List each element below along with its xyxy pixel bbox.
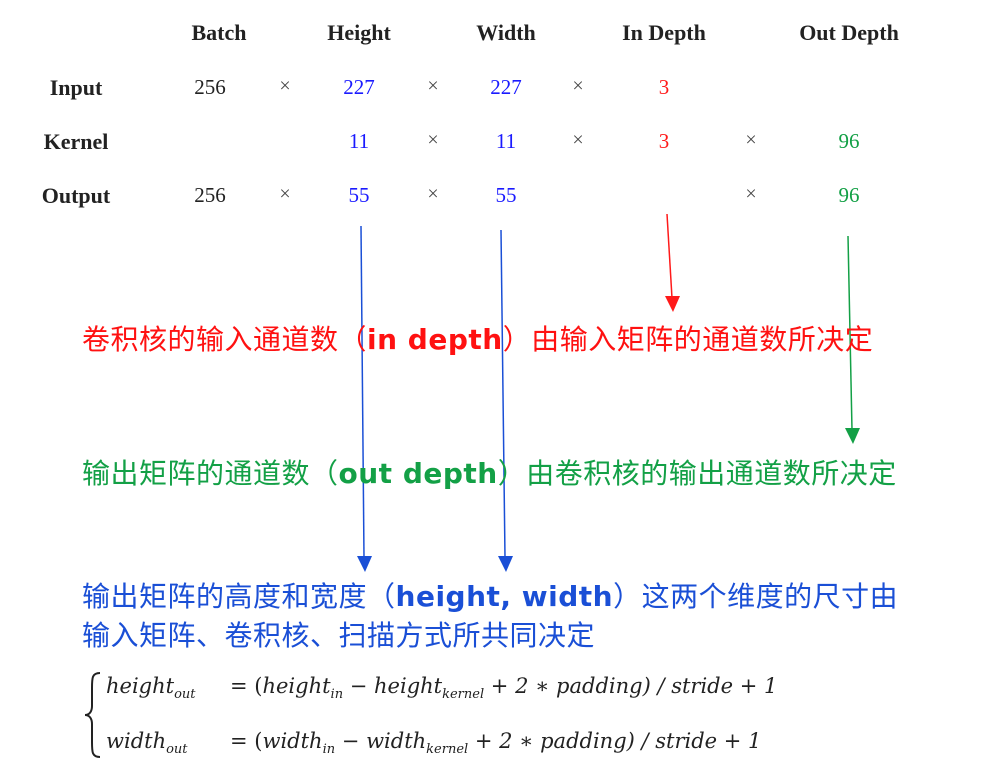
times-sign: × [279,75,291,97]
kernel-out-depth: 96 [838,129,860,153]
row-label-input: Input [49,75,103,100]
left-brace [84,672,101,758]
kernel-in-depth: 3 [658,129,670,153]
input-batch: 256 [194,75,226,99]
formula-width-b: width [366,729,427,753]
kernel-width: 11 [495,129,517,153]
output-out-depth: 96 [838,183,860,207]
blue-arrow-height-head [357,556,372,572]
header-out-depth: Out Depth [799,20,899,45]
formula-width-lhs: width [106,729,167,753]
output-width: 55 [495,183,517,207]
header-width: Width [476,20,536,45]
formula-width-eq: = ( [230,729,263,753]
formula-height-a: height [262,674,331,698]
times-sign: × [427,129,439,151]
row-label-kernel: Kernel [43,129,109,154]
times-sign: × [745,129,757,151]
caption-in-depth-suffix: ）由输入矩阵的通道数所决定 [502,323,874,356]
times-sign: × [427,75,439,97]
times-sign: × [279,183,291,205]
caption-out-depth-suffix: ）由卷积核的输出通道数所决定 [497,457,897,490]
formula-height-rhs: = (heightin − heightkernel + 2 ∗ padding… [230,674,777,702]
caption-in-depth: 卷积核的输入通道数（in depth）由输入矩阵的通道数所决定 [82,318,873,358]
blue-arrow-width-head [498,556,513,572]
formula-height: heightout [106,674,196,702]
output-height: 55 [348,183,370,207]
caption-in-depth-term: in depth [367,323,503,356]
caption-hw-suffix: ）这两个维度的尺寸由 [613,580,899,613]
green-arrow-head [845,428,860,444]
times-sign: × [572,75,584,97]
input-in-depth: 3 [658,75,670,99]
formula-width-rest: + 2 ∗ padding) / stride + 1 [468,729,762,753]
formula-width: widthout [106,729,188,757]
formula-height-lhs: height [106,674,175,698]
input-width: 227 [490,75,522,99]
times-sign: × [572,129,584,151]
times-sign: × [427,183,439,205]
kernel-height: 11 [348,129,370,153]
caption-hw-line1: 输出矩阵的高度和宽度（height, width）这两个维度的尺寸由 [82,575,898,615]
formula-width-minus: − [335,729,367,753]
formula-width-lhs-sub: out [166,742,188,758]
green-arrow-line [847,235,853,431]
row-label-output: Output [41,183,111,208]
blue-arrow-height-line [360,225,365,559]
formula-width-a-sub: in [322,742,336,758]
formula-height-rest: + 2 ∗ padding) / stride + 1 [484,674,778,698]
formula-width-rhs: = (widthin − widthkernel + 2 ∗ padding) … [230,729,761,757]
caption-hw-term: height, width [395,580,614,613]
caption-hw-line2: 输入矩阵、卷积核、扫描方式所共同决定 [82,619,596,652]
caption-out-depth-term: out depth [338,457,498,490]
red-arrow-line [666,213,673,299]
caption-out-depth: 输出矩阵的通道数（out depth）由卷积核的输出通道数所决定 [82,452,897,492]
output-batch: 256 [194,183,226,207]
blue-arrow-width-line [500,229,506,559]
header-batch: Batch [191,20,247,45]
formula-height-a-sub: in [330,687,344,703]
formula-height-b-sub: kernel [442,687,485,703]
formula-width-b-sub: kernel [426,742,469,758]
formula-height-lhs-sub: out [174,687,196,703]
times-sign: × [745,183,757,205]
caption-hw-prefix: 输出矩阵的高度和宽度（ [82,580,396,613]
caption-out-depth-prefix: 输出矩阵的通道数（ [82,457,339,490]
formula-width-a: width [262,729,323,753]
formula-height-b: height [374,674,443,698]
input-height: 227 [343,75,375,99]
formula-height-eq: = ( [230,674,263,698]
header-height: Height [327,20,391,45]
caption-in-depth-prefix: 卷积核的输入通道数（ [82,323,368,356]
header-in-depth: In Depth [622,20,706,45]
formula-height-minus: − [343,674,375,698]
red-arrow-head [665,296,680,312]
